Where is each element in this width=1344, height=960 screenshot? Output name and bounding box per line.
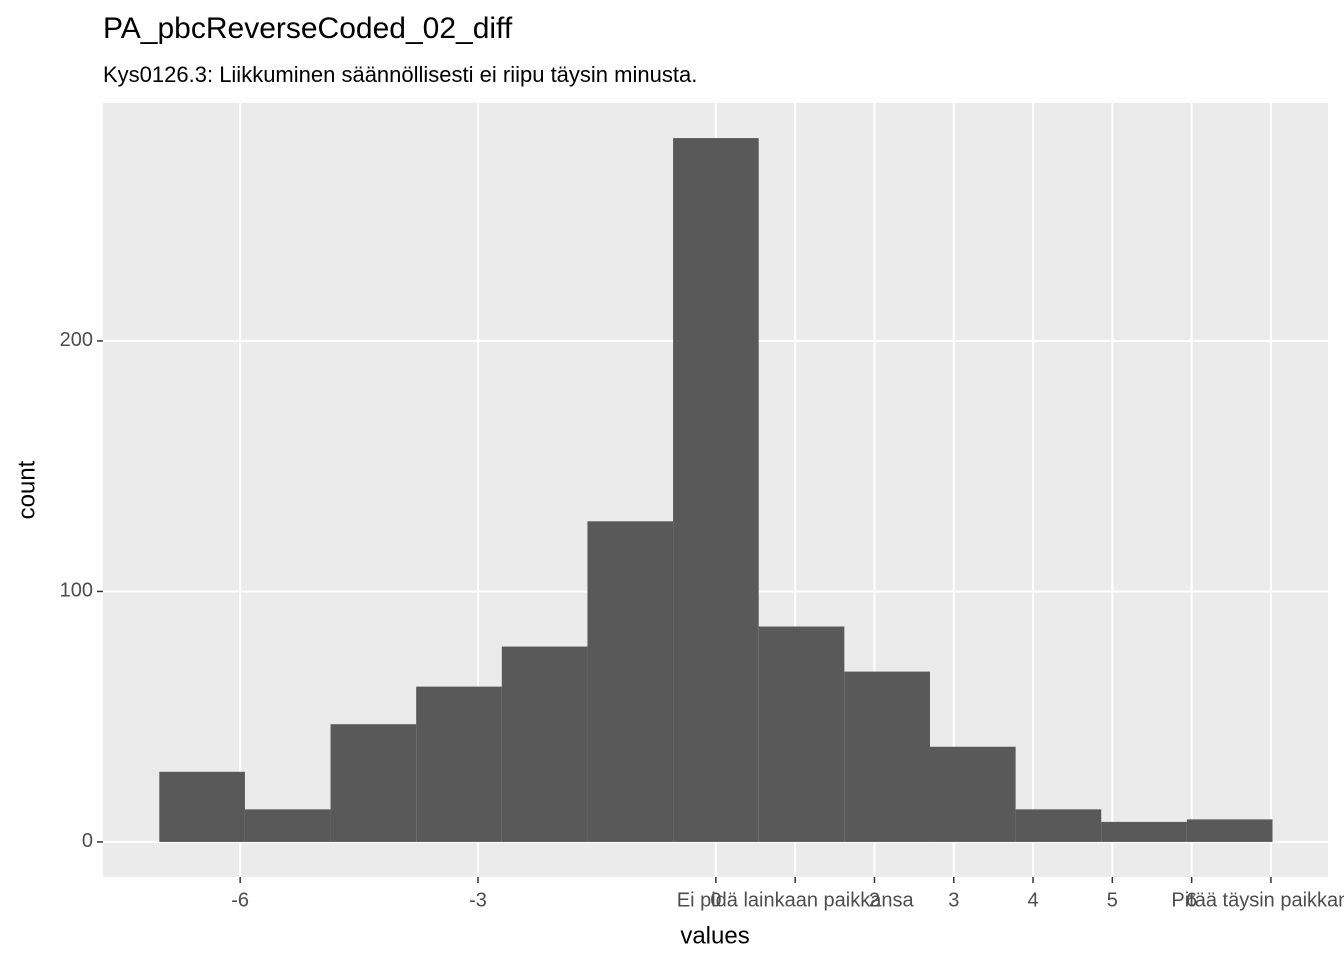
bar	[758, 626, 845, 842]
chart-subtitle: Kys0126.3: Liikkuminen säännöllisesti ei…	[103, 62, 697, 87]
bar	[673, 138, 759, 842]
x-tick-label: 6	[1186, 889, 1197, 911]
y-axis-title: count	[13, 460, 40, 519]
bar	[1101, 821, 1187, 842]
x-tick-label: 2	[869, 889, 880, 911]
x-axis-title: values	[680, 922, 749, 949]
bar	[929, 746, 1016, 842]
bar	[1186, 819, 1273, 842]
x-tick-label: 3	[948, 889, 959, 911]
bar	[330, 724, 417, 842]
y-tick-label: 200	[60, 329, 93, 351]
x-tick-label: -6	[231, 889, 249, 911]
x-tick-label: 4	[1027, 889, 1038, 911]
bar	[587, 521, 674, 842]
x-tick-label: Ei pidä lainkaan paikkansa	[677, 889, 915, 911]
bar	[1015, 809, 1102, 842]
bar	[501, 646, 588, 842]
chart-title: PA_pbcReverseCoded_02_diff	[103, 12, 513, 45]
x-tick-label: 5	[1107, 889, 1118, 911]
bar	[244, 809, 331, 842]
y-tick-label: 100	[60, 580, 93, 602]
x-tick-label: 0	[710, 889, 721, 911]
x-tick-label: Pitää täysin paikkansa	[1171, 889, 1344, 911]
bar	[416, 686, 502, 842]
bar	[844, 671, 930, 842]
bar	[159, 771, 245, 842]
y-tick-label: 0	[82, 830, 93, 852]
x-tick-label: -3	[469, 889, 487, 911]
